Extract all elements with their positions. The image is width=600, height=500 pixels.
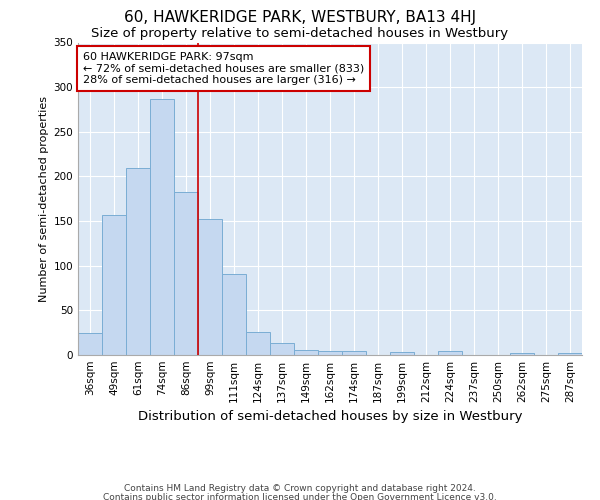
Bar [126,168,150,355]
Bar [174,192,198,355]
Bar [438,352,462,355]
Bar [246,332,270,355]
Bar [102,215,126,355]
Text: 60 HAWKERIDGE PARK: 97sqm
← 72% of semi-detached houses are smaller (833)
28% of: 60 HAWKERIDGE PARK: 97sqm ← 72% of semi-… [83,52,364,85]
Bar [270,342,294,355]
Bar [558,353,582,355]
Bar [150,99,174,355]
Bar [318,350,342,355]
Bar [222,274,246,355]
Text: Contains HM Land Registry data © Crown copyright and database right 2024.: Contains HM Land Registry data © Crown c… [124,484,476,493]
Bar [510,353,534,355]
Bar [78,332,102,355]
Bar [294,350,318,355]
Y-axis label: Number of semi-detached properties: Number of semi-detached properties [39,96,49,302]
Bar [342,350,366,355]
Text: 60, HAWKERIDGE PARK, WESTBURY, BA13 4HJ: 60, HAWKERIDGE PARK, WESTBURY, BA13 4HJ [124,10,476,25]
Text: Size of property relative to semi-detached houses in Westbury: Size of property relative to semi-detach… [91,28,509,40]
Bar [198,220,222,355]
Bar [390,352,414,355]
X-axis label: Distribution of semi-detached houses by size in Westbury: Distribution of semi-detached houses by … [138,410,522,424]
Text: Contains public sector information licensed under the Open Government Licence v3: Contains public sector information licen… [103,492,497,500]
